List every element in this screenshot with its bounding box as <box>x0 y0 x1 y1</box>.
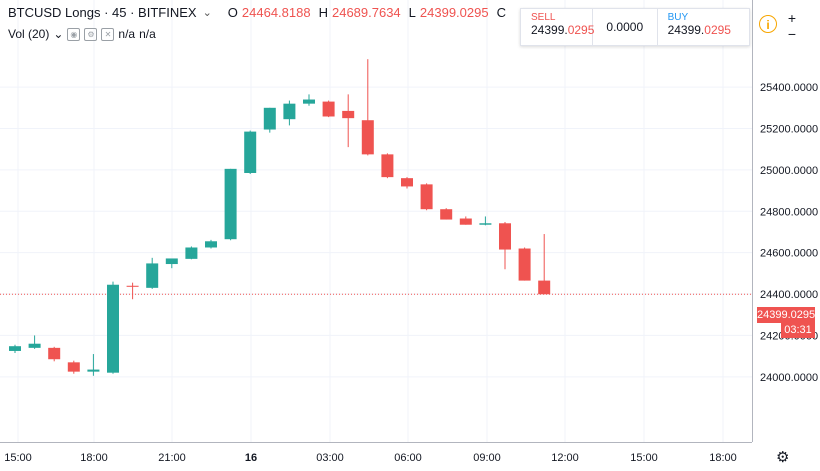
x-tick-label: 16 <box>245 452 257 464</box>
candle-body-down <box>361 120 374 155</box>
y-tick-label: 24800.0000 <box>760 206 818 218</box>
x-tick-label: 15:00 <box>630 452 658 464</box>
buy-price: 24399.0295 <box>668 23 749 37</box>
low-label: L <box>408 5 416 20</box>
sell-price-main: 24399. <box>531 23 568 37</box>
buy-label: BUY <box>667 12 689 23</box>
candle-body-up <box>224 168 237 240</box>
y-tick-label: 25400.0000 <box>760 82 818 94</box>
candle-body-down <box>499 223 511 250</box>
chevron-down-icon[interactable]: ⌄ <box>202 7 212 19</box>
candle-body-down <box>401 178 413 187</box>
open-value: 24464.8188 <box>241 5 311 20</box>
candle-body-up <box>146 263 159 288</box>
x-tick-label: 12:00 <box>551 452 579 464</box>
info-icon[interactable]: i <box>759 15 777 33</box>
x-tick-label: 18:00 <box>80 452 108 464</box>
chevron-down-icon[interactable]: ⌄ <box>53 27 64 41</box>
candle-body-up <box>244 131 257 173</box>
candle-body-up <box>479 223 492 225</box>
buy-price-highlight: 0295 <box>704 23 731 37</box>
symbol-label[interactable]: BTCUSD Longs · 45 · BITFINEX <box>8 5 197 20</box>
zoom-controls: + − <box>784 10 800 44</box>
candle-body-up <box>107 284 119 373</box>
candle-body-up <box>165 258 178 265</box>
volume-label[interactable]: Vol (20) <box>8 27 50 41</box>
x-tick-label: 03:00 <box>316 452 344 464</box>
low-value: 24399.0295 <box>419 5 489 20</box>
x-tick-label: 18:00 <box>709 452 737 464</box>
x-tick-label: 09:00 <box>473 452 501 464</box>
y-tick-label: 25000.0000 <box>760 165 818 177</box>
trade-panel: SELL 24399.0295 0.0000 BUY 24399.0295 <box>520 8 750 46</box>
candle-body-up <box>87 369 100 372</box>
candle-body-down <box>538 280 551 295</box>
y-tick-label: 24400.0000 <box>760 289 818 301</box>
buy-button[interactable]: BUY 24399.0295 <box>658 9 749 45</box>
spread-value: 0.0000 <box>593 9 658 45</box>
gear-icon[interactable]: ⚙ <box>84 27 98 41</box>
sell-price: 24399.0295 <box>531 23 595 37</box>
y-tick-label: 24600.0000 <box>760 248 818 260</box>
y-tick-label: 25200.0000 <box>760 123 818 135</box>
candle-body-up <box>9 346 21 351</box>
candle-body-down <box>459 218 472 225</box>
close-label: C <box>496 5 506 20</box>
zoom-in-button[interactable]: + <box>787 10 797 26</box>
candle-body-down <box>381 154 394 178</box>
sell-button[interactable]: SELL 24399.0295 <box>521 9 595 45</box>
last-price-tag: 24399.0295 <box>757 307 816 323</box>
bar-countdown: 03:31 <box>781 323 815 338</box>
eye-icon[interactable]: ◉ <box>67 27 81 41</box>
high-value: 24689.7634 <box>331 5 401 20</box>
candle-body-down <box>440 209 453 220</box>
settings-gear-icon[interactable]: ⚙ <box>776 449 790 466</box>
candle-body-down <box>420 184 433 210</box>
close-icon[interactable]: ✕ <box>101 27 115 41</box>
x-tick-label: 15:00 <box>4 452 32 464</box>
candle-body-up <box>205 241 217 248</box>
candle-body-up <box>28 343 41 348</box>
x-tick-label: 21:00 <box>158 452 186 464</box>
candle-body-down <box>126 285 139 287</box>
candle-body-up <box>263 107 276 130</box>
sell-label: SELL <box>531 12 556 23</box>
candle-body-up <box>303 99 315 104</box>
high-label: H <box>318 5 328 20</box>
y-tick-label: 24000.0000 <box>760 372 818 384</box>
volume-value-1: n/a <box>118 27 136 41</box>
zoom-out-button[interactable]: − <box>787 26 797 42</box>
candle-body-down <box>67 362 80 372</box>
open-label: O <box>227 5 238 20</box>
candle-body-up <box>185 247 198 259</box>
volume-legend: Vol (20) ⌄ ◉ ⚙ ✕ n/a n/a <box>8 27 156 41</box>
candle-body-up <box>283 103 296 120</box>
x-tick-label: 06:00 <box>394 452 422 464</box>
candle-body-down <box>518 248 531 281</box>
candle-body-down <box>342 110 355 119</box>
volume-value-2: n/a <box>139 27 156 41</box>
candle-body-down <box>48 347 61 360</box>
series-legend: BTCUSD Longs · 45 · BITFINEX ⌄ O 24464.81… <box>8 5 506 20</box>
buy-price-main: 24399. <box>667 23 705 37</box>
candle-body-down <box>322 101 335 117</box>
sell-price-highlight: 0295 <box>567 23 595 37</box>
